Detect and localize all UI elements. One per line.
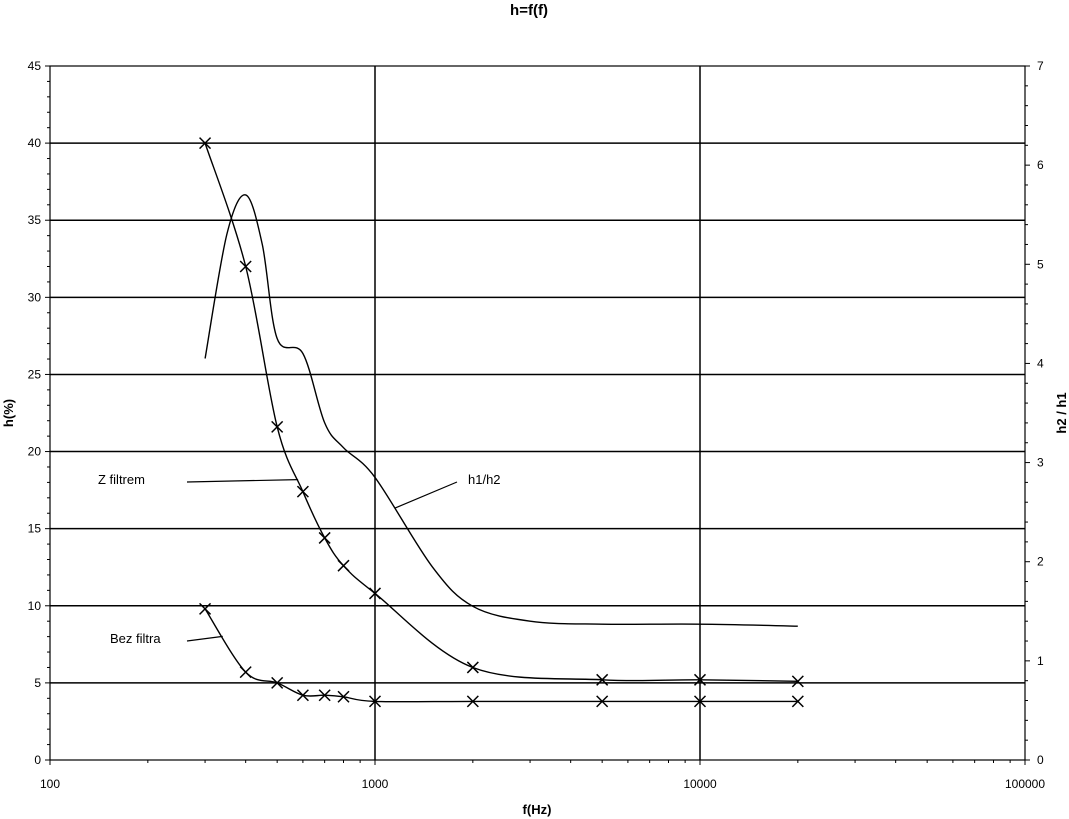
data-point-z-filtrem	[791, 675, 804, 688]
series-markers	[199, 137, 804, 708]
y-tick-label: 0	[34, 753, 41, 767]
data-point-z-filtrem	[199, 137, 212, 150]
data-point-z-filtrem	[239, 260, 252, 273]
annotations: Z filtrem Bez filtra h1/h2	[98, 472, 501, 646]
x-tick-label: 10000	[683, 777, 717, 791]
data-point-bez-filtra	[693, 695, 707, 708]
data-point-bez-filtra	[596, 695, 609, 708]
y2-tick-label: 1	[1037, 654, 1044, 668]
y-tick-label: 15	[28, 522, 42, 536]
marker-stroke	[318, 531, 331, 544]
y-tick-label: 30	[28, 290, 42, 304]
data-point-bez-filtra	[337, 690, 350, 703]
y-axis-label: h(%)	[1, 399, 16, 427]
marker-stroke	[239, 666, 252, 679]
data-point-z-filtrem	[368, 587, 382, 600]
x-axis-label: f(Hz)	[523, 802, 552, 817]
marker-stroke	[239, 260, 252, 273]
marker-stroke	[693, 673, 707, 686]
series-line-z-filtrem	[204, 142, 798, 682]
data-point-bez-filtra	[199, 602, 212, 615]
data-point-bez-filtra	[239, 666, 252, 679]
chart-title: h=f(f)	[510, 2, 548, 19]
y-tick-label: 40	[28, 136, 42, 150]
data-point-z-filtrem	[596, 673, 609, 686]
marker-stroke	[466, 661, 479, 674]
marker-stroke	[337, 559, 350, 572]
marker-stroke	[271, 676, 284, 689]
annotation-z-filtrem: Z filtrem	[98, 472, 145, 487]
x-tick-label: 1000	[362, 777, 389, 791]
y-tick-label: 25	[28, 367, 42, 381]
marker-stroke	[596, 673, 609, 686]
marker-stroke	[318, 689, 331, 702]
y2-tick-label: 6	[1037, 158, 1044, 172]
x-tick-label: 100	[40, 777, 60, 791]
data-point-z-filtrem	[271, 420, 284, 433]
marker-stroke	[693, 695, 707, 708]
annotation-h1-h2: h1/h2	[468, 472, 501, 487]
leader-line-z-filtrem	[186, 479, 299, 483]
y-tick-label: 5	[34, 676, 41, 690]
series-line-h1-h2	[204, 194, 798, 627]
data-point-bez-filtra	[466, 695, 479, 708]
marker-stroke	[199, 137, 212, 150]
marker-stroke	[199, 602, 212, 615]
data-point-z-filtrem	[693, 673, 707, 686]
data-point-bez-filtra	[296, 689, 309, 702]
marker-stroke	[296, 689, 309, 702]
y2-tick-label: 4	[1037, 356, 1044, 370]
y-tick-label: 45	[28, 59, 42, 73]
plot-frame	[49, 65, 1026, 761]
y2-tick-label: 5	[1037, 257, 1044, 271]
data-point-z-filtrem	[466, 661, 479, 674]
y2-tick-label: 7	[1037, 59, 1044, 73]
grid	[50, 66, 1025, 760]
y2-tick-label: 3	[1037, 456, 1044, 470]
marker-stroke	[271, 420, 284, 433]
y-tick-label: 35	[28, 213, 42, 227]
y2-tick-label: 2	[1037, 555, 1044, 569]
marker-stroke	[596, 695, 609, 708]
marker-stroke	[466, 695, 479, 708]
series-lines	[204, 142, 798, 703]
data-point-z-filtrem	[296, 485, 309, 498]
x-tick-label: 100000	[1005, 777, 1045, 791]
marker-stroke	[368, 695, 382, 708]
data-point-bez-filtra	[271, 676, 284, 689]
data-point-bez-filtra	[318, 689, 331, 702]
marker-stroke	[791, 695, 804, 708]
data-point-bez-filtra	[791, 695, 804, 708]
leader-line-h1-h2	[394, 481, 458, 509]
data-point-z-filtrem	[318, 531, 331, 544]
annotation-bez-filtra: Bez filtra	[110, 631, 161, 646]
y2-tick-label: 0	[1037, 753, 1044, 767]
y-tick-label: 10	[28, 599, 42, 613]
marker-stroke	[791, 675, 804, 688]
series-line-bez-filtra	[204, 608, 798, 703]
data-point-z-filtrem	[337, 559, 350, 572]
marker-stroke	[337, 690, 350, 703]
marker-stroke	[368, 587, 382, 600]
data-point-bez-filtra	[368, 695, 382, 708]
y2-axis-label: h2 / h1	[1054, 392, 1069, 433]
y-tick-label: 20	[28, 445, 42, 459]
leader-line-bez-filtra	[186, 635, 223, 642]
marker-stroke	[296, 485, 309, 498]
